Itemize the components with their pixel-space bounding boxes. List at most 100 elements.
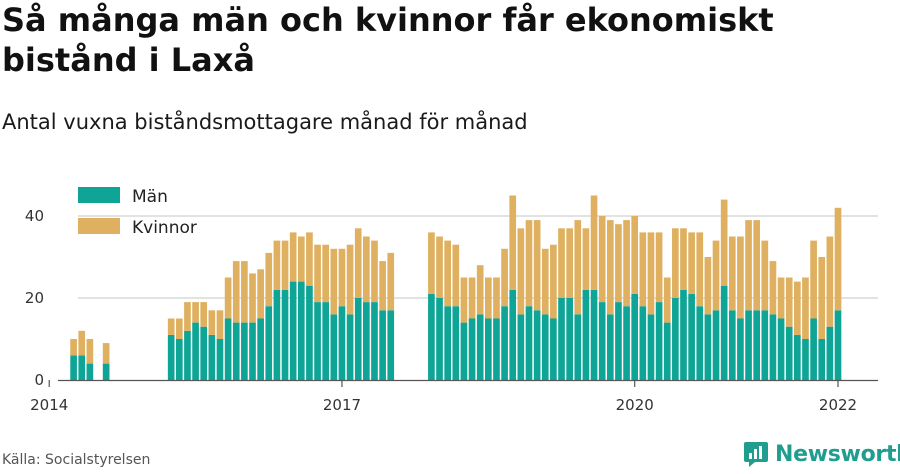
bar-women	[672, 228, 679, 298]
bar-men	[78, 355, 86, 380]
bar-women	[436, 236, 443, 298]
bar-men	[346, 314, 354, 380]
bar-men	[794, 334, 801, 380]
newsworthy-logo: Newsworthy	[743, 440, 900, 468]
bar-men	[769, 314, 777, 380]
legend-label-women: Kvinnor	[132, 218, 197, 238]
bar-chart-logo-icon	[744, 442, 768, 467]
bar-men	[680, 289, 687, 380]
legend-swatch-women	[78, 218, 120, 234]
bar-men	[444, 306, 452, 380]
bar-men	[468, 318, 476, 380]
bar-men	[265, 306, 273, 380]
bar-men	[289, 281, 297, 380]
bar-men	[826, 326, 834, 380]
bar-women	[306, 232, 313, 286]
bar-men	[297, 281, 305, 380]
bar-men	[363, 302, 370, 380]
bar-women	[379, 261, 386, 311]
bar-men	[590, 289, 598, 380]
bar-women	[78, 330, 86, 356]
bar-men	[476, 314, 484, 380]
bar-men	[70, 355, 77, 380]
bar-women	[574, 220, 582, 315]
bar-women	[655, 232, 663, 303]
bar-women	[606, 220, 614, 315]
bar-women	[794, 281, 801, 335]
bar-men	[785, 326, 793, 380]
bar-women	[86, 339, 94, 364]
axes: 0 20 40 2014 2017 2020 2022	[25, 207, 878, 414]
bar-women	[200, 302, 208, 327]
bar-men	[647, 314, 655, 380]
bar-men	[224, 318, 232, 380]
bar-women	[175, 318, 183, 339]
chart-title: Så många män och kvinnor får ekonomiskt …	[2, 1, 774, 79]
bar-men	[533, 310, 541, 380]
bar-women	[745, 220, 752, 311]
bar-men	[696, 306, 704, 380]
bar-women	[102, 343, 110, 364]
bar-women	[777, 277, 785, 319]
bar-men	[460, 322, 468, 380]
bar-women	[533, 220, 541, 311]
bar-men	[281, 289, 289, 380]
bar-men	[728, 310, 736, 380]
bar-women	[818, 257, 826, 339]
bar-men	[598, 302, 606, 380]
bar-men	[273, 289, 281, 380]
bar-women	[452, 244, 460, 307]
bar-men	[338, 306, 346, 380]
legend-swatch-men	[78, 187, 120, 203]
bar-women	[647, 232, 655, 315]
bar-women	[631, 216, 639, 294]
bar-women	[249, 273, 256, 323]
bar-women	[704, 257, 712, 315]
bar-men	[354, 298, 362, 380]
bar-women	[761, 240, 769, 311]
bar-women	[257, 269, 264, 319]
legend-label-men: Män	[132, 187, 168, 207]
logo-wordmark: Newsworthy	[775, 441, 900, 467]
bar-men	[818, 339, 826, 380]
bar-men	[501, 306, 508, 380]
bar-men	[322, 302, 330, 380]
bar-men	[175, 339, 183, 380]
bar-women	[566, 228, 573, 298]
bar-men	[639, 306, 647, 380]
bar-men	[184, 330, 191, 380]
bar-women	[354, 228, 362, 298]
bar-men	[566, 298, 573, 380]
bar-men	[541, 314, 549, 380]
bar-men	[672, 298, 679, 380]
bar-men	[241, 322, 248, 380]
bar-women	[338, 248, 346, 307]
bar-men	[615, 302, 622, 380]
bar-men	[387, 310, 395, 380]
bar-women	[558, 228, 565, 298]
bar-women	[484, 277, 492, 319]
bar-men	[200, 326, 208, 380]
bar-women	[834, 207, 842, 311]
bar-women	[728, 236, 736, 311]
bar-men	[761, 310, 769, 380]
x-tick-label: 2017	[323, 396, 361, 414]
bar-men	[192, 322, 199, 380]
bar-men	[574, 314, 582, 380]
bar-women	[192, 302, 199, 323]
bar-men	[428, 293, 435, 380]
bar-women	[346, 244, 354, 315]
bar-men	[306, 285, 313, 380]
bar-women	[720, 199, 728, 286]
bar-men	[232, 322, 240, 380]
y-tick-label: 0	[34, 371, 44, 389]
bar-men	[484, 318, 492, 380]
bar-men	[582, 289, 590, 380]
bar-men	[509, 289, 517, 380]
bar-men	[379, 310, 386, 380]
bar-women	[769, 261, 777, 315]
bar-women	[550, 244, 557, 319]
bar-women	[598, 216, 606, 303]
bar-men	[525, 306, 533, 380]
